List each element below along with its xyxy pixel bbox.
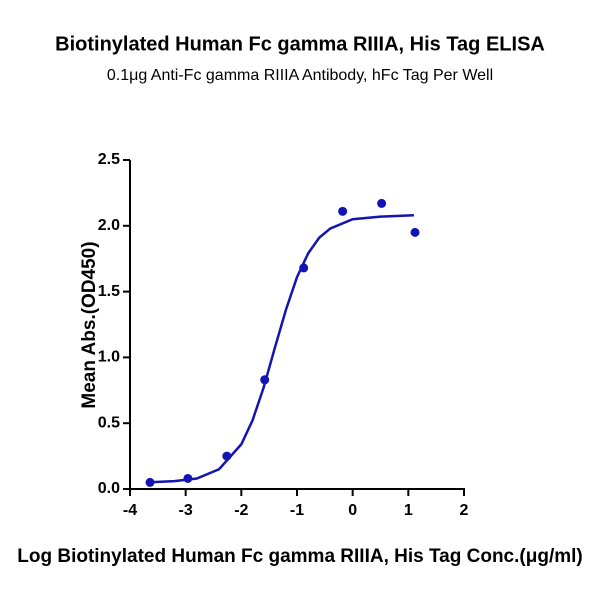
y-tick-label: 1.0 [98,349,120,366]
x-tick-label: -4 [123,502,137,519]
x-tick-label: 2 [460,502,469,519]
x-tick-label: 0 [348,502,357,519]
fit-curve [146,214,414,484]
chart-title: Biotinylated Human Fc gamma RIIIA, His T… [55,33,545,55]
chart-subtitle: 0.1μg Anti-Fc gamma RIIIA Antibody, hFc … [107,67,493,84]
y-tick-label: 0.5 [98,414,120,431]
data-point [377,198,387,208]
x-tick-label: -2 [234,502,248,519]
y-tick-label: 2.5 [98,151,120,168]
data-point [410,227,420,237]
x-tick-label: -1 [290,502,304,519]
y-tick-label: 0.0 [98,480,120,497]
data-point [338,206,348,216]
x-tick-label: -3 [179,502,193,519]
y-tick-label: 1.5 [98,283,120,300]
y-tick-label: 2.0 [98,217,120,234]
y-axis-label: Mean Abs.(OD450) [79,241,100,408]
x-axis-label: Log Biotinylated Human Fc gamma RIIIA, H… [17,546,582,567]
x-tick-label: 1 [404,502,413,519]
